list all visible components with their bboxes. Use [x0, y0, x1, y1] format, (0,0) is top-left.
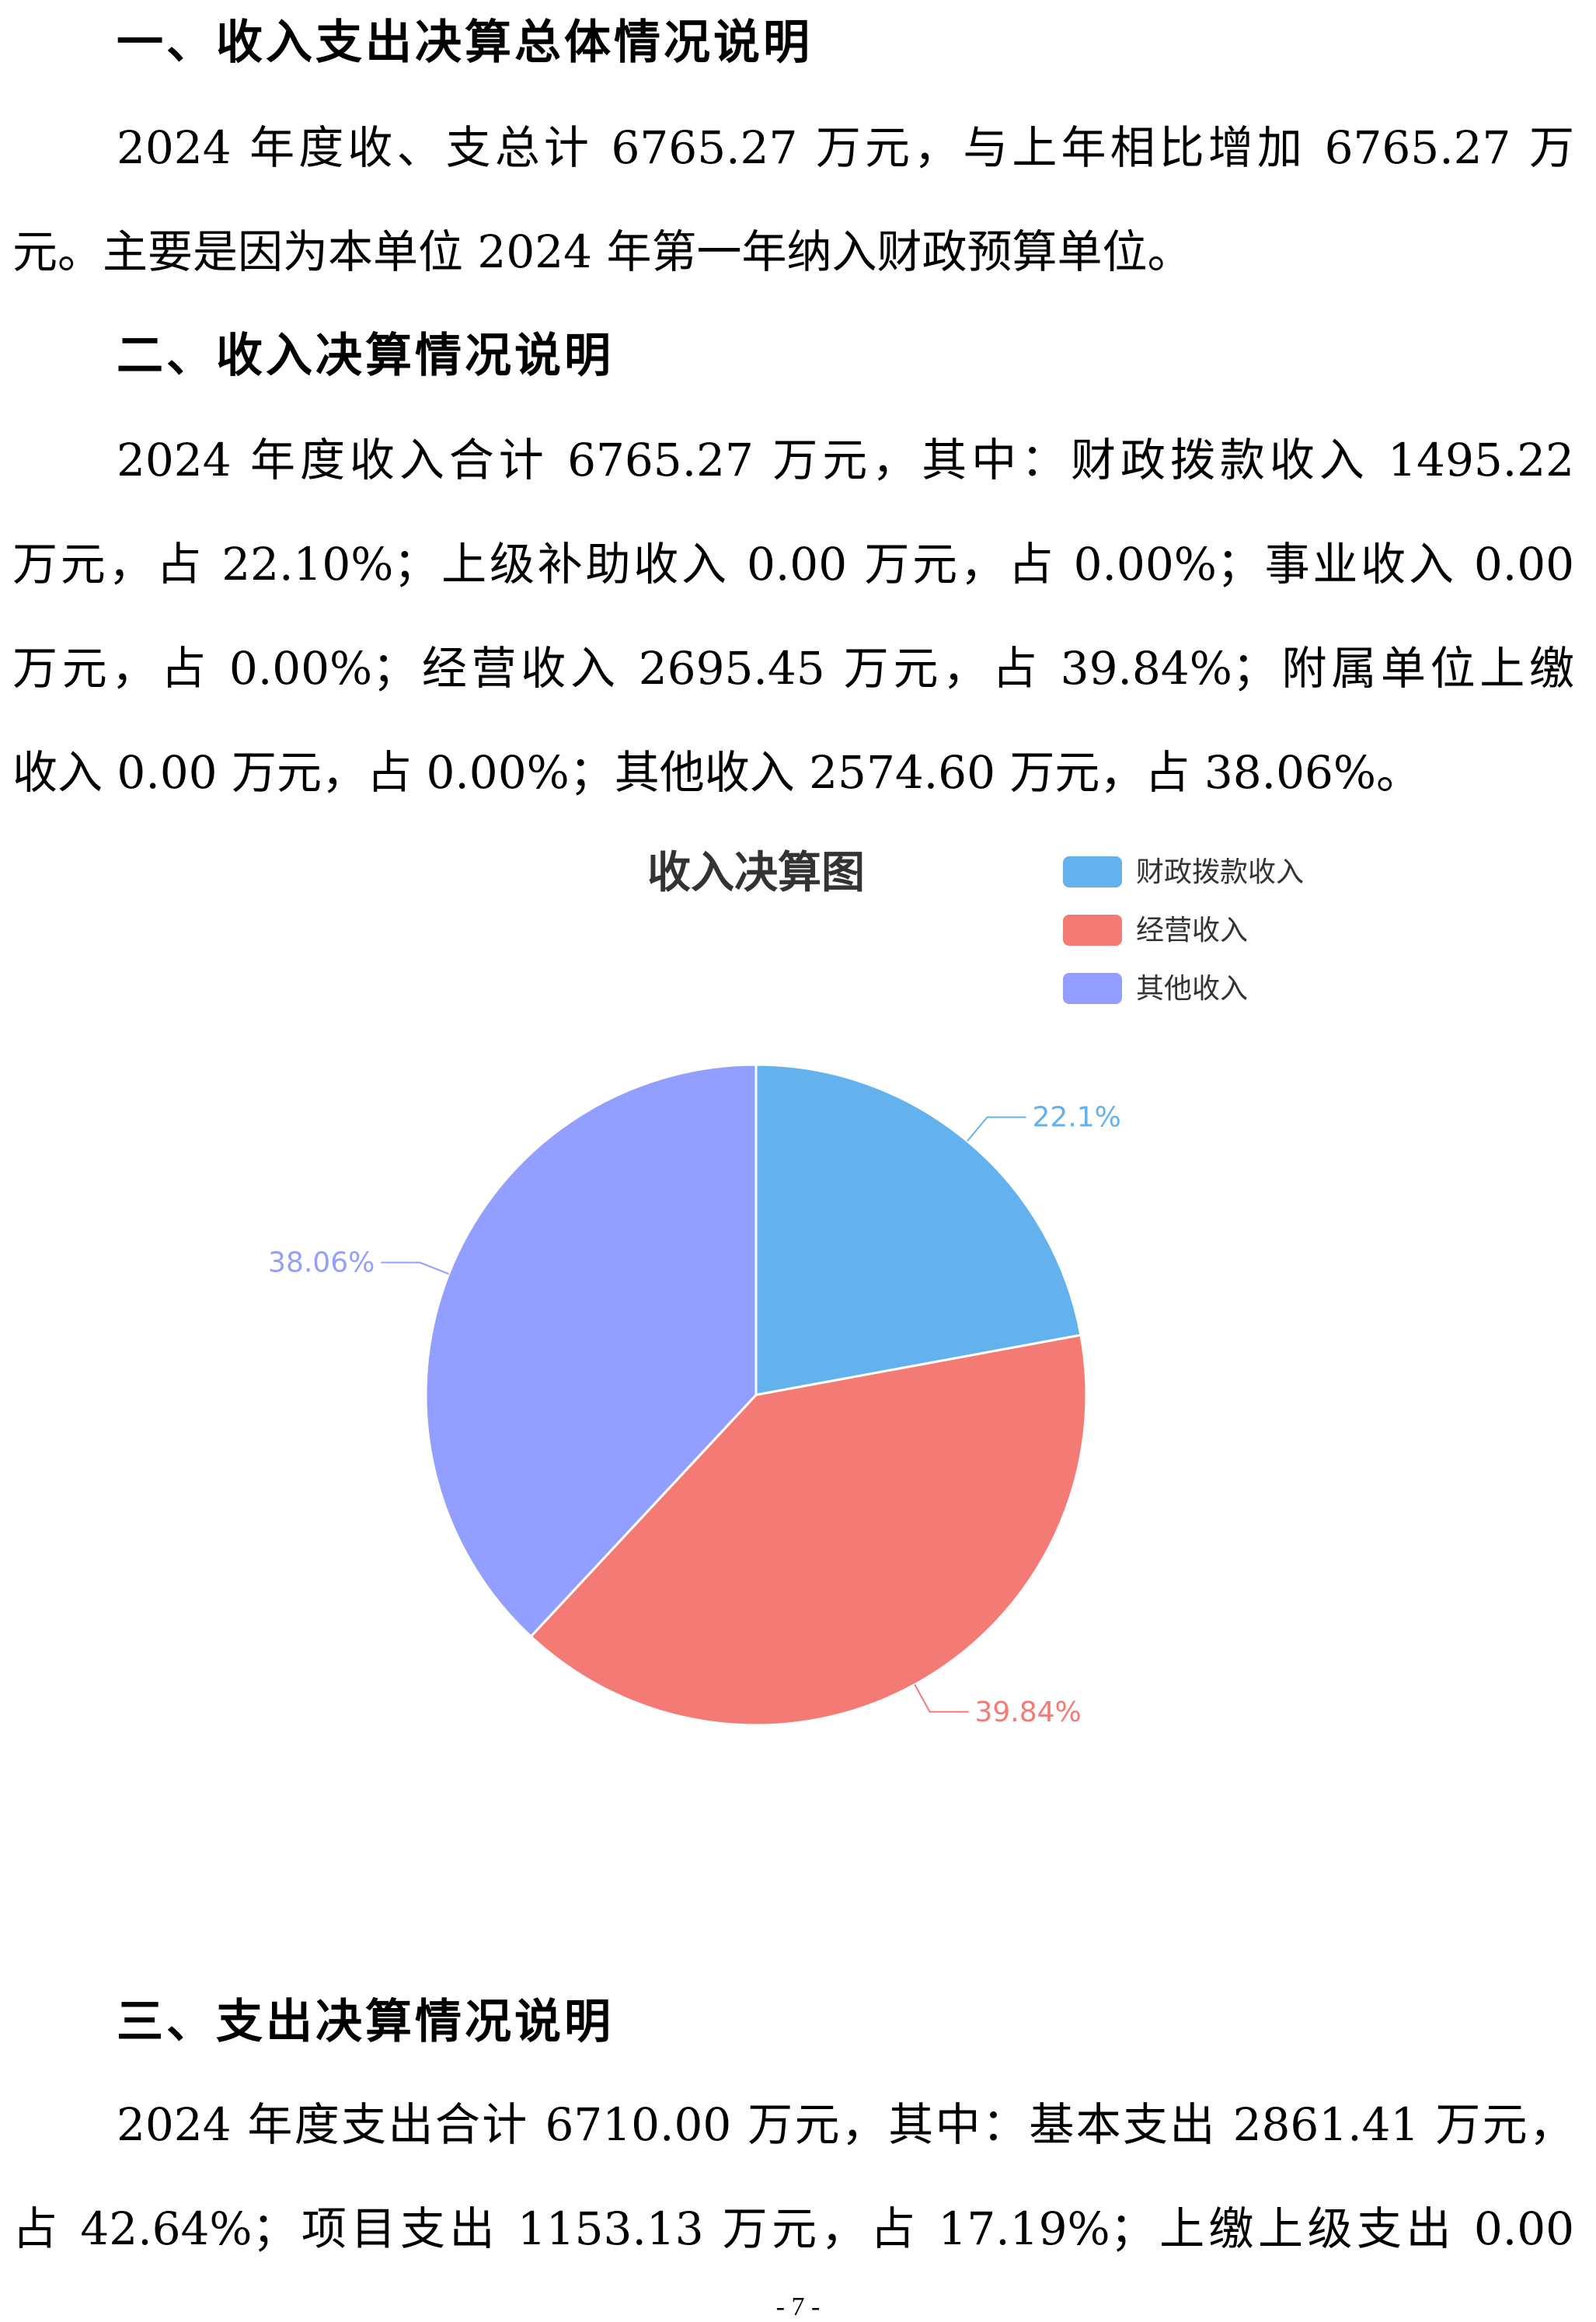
label-leader-line [914, 1684, 969, 1713]
chart-title: 收入决算图 [647, 848, 865, 898]
legend-label[interactable]: 财政拨款收入 [1136, 856, 1304, 888]
legend-swatch[interactable] [1063, 973, 1122, 1004]
data-label: 38.06% [268, 1247, 375, 1279]
pie-labels: 22.1% 39.84% 38.06% [268, 1102, 1121, 1728]
section2-line: 万元，占 0.00%；经营收入 2695.45 万元，占 39.84%；附属单位… [12, 642, 1574, 695]
section3-heading: 三、支出决算情况说明 [117, 1995, 614, 2049]
section2-heading: 二、收入决算情况说明 [117, 329, 614, 383]
data-label: 22.1% [1033, 1102, 1121, 1134]
pie-slices [424, 1063, 1088, 1727]
legend-label[interactable]: 其他收入 [1136, 973, 1248, 1005]
section2-line: 万元，占 22.10%；上级补助收入 0.00 万元，占 0.00%；事业收入 … [12, 538, 1574, 591]
label-leader-line [381, 1261, 449, 1275]
pie-slice[interactable] [529, 1334, 1088, 1727]
legend-swatch[interactable] [1063, 915, 1122, 946]
section1-line: 2024 年度收、支总计 6765.27 万元，与上年相比增加 6765.27 … [117, 121, 1574, 174]
label-leader-line [967, 1116, 1026, 1142]
pie-slice[interactable] [754, 1063, 1082, 1396]
legend-label[interactable]: 经营收入 [1136, 915, 1248, 947]
legend-swatch[interactable] [1063, 856, 1122, 887]
section1-heading: 一、收入支出决算总体情况说明 [117, 16, 813, 70]
section3-line: 2024 年度支出合计 6710.00 万元，其中：基本支出 2861.41 万… [117, 2098, 1574, 2151]
section3-line: 占 42.64%；项目支出 1153.13 万元，占 17.19%；上缴上级支出… [12, 2202, 1574, 2255]
data-label: 39.84% [975, 1696, 1082, 1728]
section2-line: 收入 0.00 万元，占 0.00%；其他收入 2574.60 万元，占 38.… [12, 746, 1422, 799]
section1-line: 元。主要是因为本单位 2024 年第一年纳入财政预算单位。 [12, 225, 1193, 278]
page-number: - 7 - [775, 2292, 821, 2321]
section2-line: 2024 年度收入合计 6765.27 万元，其中：财政拨款收入 1495.22 [117, 434, 1574, 486]
